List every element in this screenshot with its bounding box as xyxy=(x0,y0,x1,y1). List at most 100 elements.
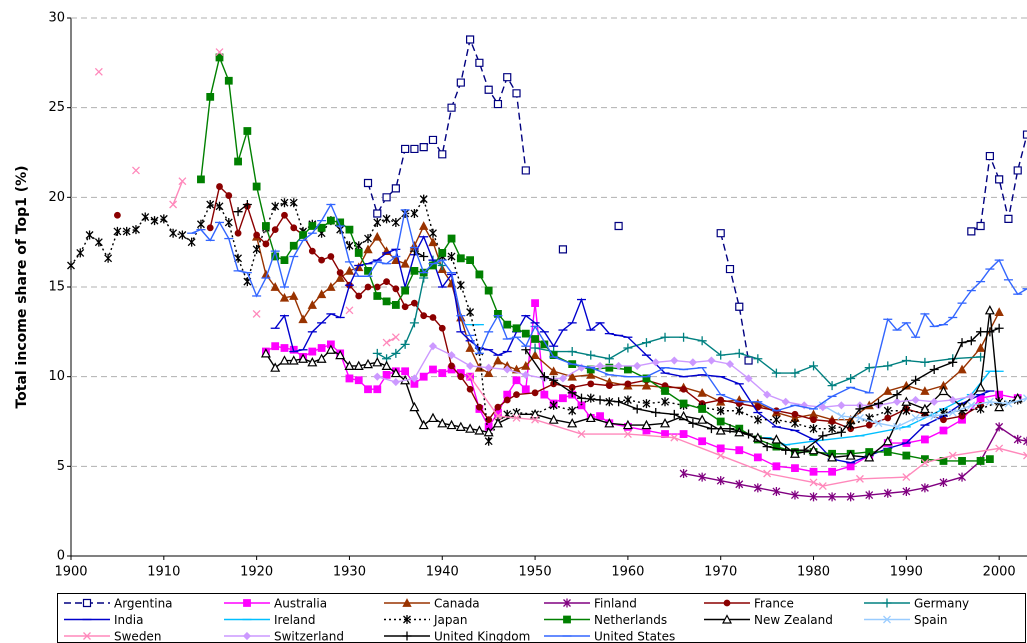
data-point xyxy=(483,426,494,437)
data-point xyxy=(466,256,475,264)
data-point xyxy=(985,397,994,406)
data-point xyxy=(744,374,753,383)
data-point xyxy=(345,306,354,315)
data-point xyxy=(289,198,298,208)
data-point xyxy=(670,356,679,365)
data-point xyxy=(429,228,437,238)
data-point xyxy=(308,247,316,255)
data-point xyxy=(837,412,846,421)
data-point xyxy=(725,264,735,274)
data-point xyxy=(614,397,624,407)
x-tick-label: 1970 xyxy=(704,565,737,580)
data-point xyxy=(447,351,456,360)
data-point xyxy=(307,300,317,309)
data-point xyxy=(456,280,465,290)
data-point xyxy=(262,222,270,230)
x-tick-label: 1950 xyxy=(519,565,552,580)
data-point xyxy=(864,452,875,462)
data-point xyxy=(641,380,652,390)
x-tick-label: 1940 xyxy=(426,565,459,580)
data-point xyxy=(438,369,447,377)
data-point xyxy=(382,370,391,379)
data-point xyxy=(344,266,355,275)
data-point xyxy=(539,372,549,382)
data-point xyxy=(281,211,288,219)
data-point xyxy=(873,399,883,409)
data-point xyxy=(669,409,679,419)
data-point xyxy=(280,198,289,208)
data-point xyxy=(716,229,725,238)
data-point xyxy=(448,362,455,370)
data-point xyxy=(326,340,335,349)
legend-label: Switzerland xyxy=(274,630,344,643)
data-point xyxy=(132,166,140,175)
data-point xyxy=(428,237,438,247)
data-point xyxy=(494,403,502,411)
data-point xyxy=(623,395,632,405)
data-point xyxy=(438,150,447,159)
data-point xyxy=(846,373,856,383)
data-point xyxy=(735,446,744,455)
series-line xyxy=(172,180,184,205)
data-point xyxy=(299,231,307,239)
data-point xyxy=(447,103,456,112)
data-point xyxy=(948,451,957,460)
data-point xyxy=(169,228,178,238)
data-point xyxy=(716,444,725,453)
data-point xyxy=(456,254,465,263)
data-point xyxy=(521,385,530,394)
series xyxy=(818,394,1027,431)
data-point xyxy=(512,376,521,385)
data-point xyxy=(316,353,327,363)
data-point xyxy=(94,237,103,247)
data-point xyxy=(883,386,893,395)
data-point xyxy=(892,397,902,406)
data-point xyxy=(317,344,326,352)
data-point xyxy=(521,329,530,338)
legend-label: India xyxy=(114,613,143,627)
data-point xyxy=(698,472,707,482)
data-point xyxy=(679,469,688,479)
data-point xyxy=(706,424,716,434)
data-point xyxy=(623,365,632,374)
data-point xyxy=(614,221,623,231)
data-point xyxy=(224,217,233,227)
data-point xyxy=(558,245,568,254)
data-point xyxy=(808,444,819,455)
data-point xyxy=(447,234,456,243)
data-point xyxy=(568,384,576,391)
data-point xyxy=(521,166,530,175)
data-point xyxy=(929,364,939,374)
data-point xyxy=(651,358,660,367)
data-point xyxy=(975,382,986,392)
data-point xyxy=(855,413,864,422)
data-point xyxy=(216,183,223,190)
data-point xyxy=(622,419,633,430)
data-point xyxy=(503,396,511,404)
data-point xyxy=(475,403,483,411)
series-line xyxy=(822,397,1027,428)
data-point xyxy=(410,374,419,383)
legend-marker xyxy=(402,598,412,607)
data-point xyxy=(577,401,586,410)
data-point xyxy=(401,286,410,295)
data-point xyxy=(373,209,382,218)
data-point xyxy=(604,418,615,428)
legend-label: Spain xyxy=(914,613,948,627)
data-point xyxy=(493,355,503,365)
data-point xyxy=(967,392,976,401)
data-point xyxy=(280,256,289,264)
data-point xyxy=(531,415,540,424)
data-point xyxy=(260,348,271,358)
data-point xyxy=(316,289,327,299)
data-point xyxy=(976,404,985,414)
legend-label: New Zealand xyxy=(754,613,833,627)
data-point xyxy=(716,417,725,426)
data-point xyxy=(902,451,911,460)
legend-marker xyxy=(563,598,571,608)
data-point xyxy=(325,344,336,354)
data-point xyxy=(958,472,966,482)
data-point xyxy=(967,227,976,236)
data-point xyxy=(735,302,744,311)
data-point xyxy=(920,386,930,395)
